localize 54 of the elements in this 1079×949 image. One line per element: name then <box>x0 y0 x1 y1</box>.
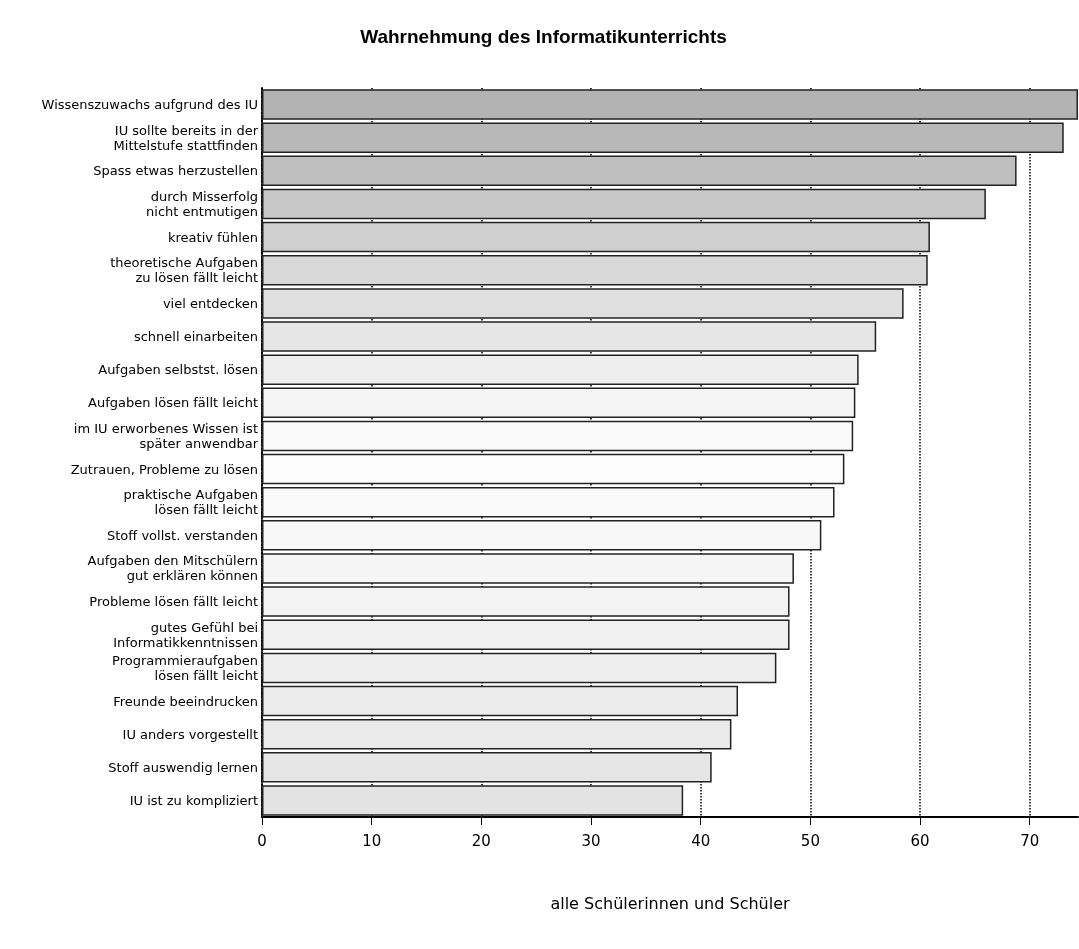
y-tick-label: IU ist zu kompliziert <box>129 792 258 808</box>
bar <box>262 520 822 551</box>
bar <box>262 288 904 319</box>
bar <box>262 122 1064 153</box>
bar <box>262 785 684 816</box>
y-tick-label: Aufgaben lösen fällt leicht <box>88 395 258 411</box>
y-tick-label: kreativ fühlen <box>168 229 258 245</box>
bar <box>262 321 877 352</box>
bar <box>262 188 986 220</box>
y-tick-label: durch Misserfolg nicht entmutigen <box>146 188 258 219</box>
y-tick-label: Zutrauen, Probleme zu lösen <box>70 461 258 477</box>
bar <box>262 752 712 783</box>
y-tick-label: gutes Gefühl bei Informatikkenntnissen <box>113 619 258 650</box>
bar <box>262 221 930 253</box>
y-tick-label: schnell einarbeiten <box>133 329 258 345</box>
y-tick-label: Aufgaben den Mitschülern gut erklären können <box>87 553 258 584</box>
bar <box>262 89 1078 120</box>
y-tick-label: Probleme lösen fällt leicht <box>89 594 258 610</box>
y-tick-label: Freunde beeindrucken <box>113 693 258 709</box>
x-tick-label: 70 <box>1020 831 1040 850</box>
x-tick-label: 10 <box>362 831 382 850</box>
y-tick-label: Stoff vollst. verstanden <box>107 527 258 543</box>
x-tick-label: 50 <box>800 831 820 850</box>
x-tick-label: 0 <box>257 831 267 850</box>
y-tick-label: viel entdecken <box>162 295 258 311</box>
y-tick-label: Stoff auswendig lernen <box>108 759 258 775</box>
bar <box>262 685 738 717</box>
bar <box>262 420 854 452</box>
y-tick-label: Aufgaben selbstst. lösen <box>98 362 258 378</box>
bar <box>262 586 790 617</box>
x-axis-title: alle Schülerinnen und Schüler <box>550 893 790 913</box>
x-tick-label: 30 <box>581 831 601 850</box>
x-tick-label: 40 <box>691 831 711 850</box>
bar <box>262 255 928 286</box>
bar <box>262 652 777 684</box>
y-tick-label: Programmieraufgaben lösen fällt leicht <box>112 652 258 683</box>
bar <box>262 155 1017 187</box>
chart-title: Wahrnehmung des Informatikunterrichts <box>360 26 727 47</box>
y-tick-label: praktische Aufgaben lösen fällt leicht <box>123 487 258 518</box>
y-tick-label: IU anders vorgestellt <box>122 726 258 742</box>
bar <box>262 619 790 650</box>
bar <box>262 354 859 385</box>
x-tick-label: 60 <box>910 831 930 850</box>
bar <box>262 553 794 584</box>
y-tick-label: IU sollte bereits in der Mittelstufe stattfinden <box>113 122 259 153</box>
y-tick-label: im IU erworbenes Wissen ist später anwendbar <box>73 420 259 451</box>
bar <box>262 453 845 485</box>
y-tick-label: theoretische Aufgaben zu lösen fällt leicht <box>110 255 258 286</box>
y-tick-label: Wissenszuwachs aufgrund des IU <box>41 97 258 113</box>
x-tick-label: 20 <box>471 831 491 850</box>
bar <box>262 387 856 419</box>
y-tick-label: Spass etwas herzustellen <box>93 163 258 179</box>
bar <box>262 486 835 518</box>
bar <box>262 718 732 750</box>
